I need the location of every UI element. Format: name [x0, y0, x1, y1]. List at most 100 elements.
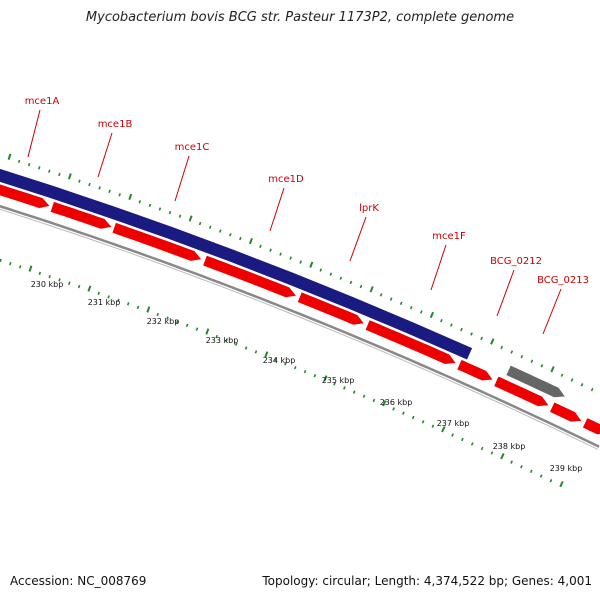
gene-label[interactable]: mce1D	[268, 174, 304, 185]
minor-tick	[379, 293, 383, 297]
minor-tick	[409, 305, 413, 310]
cds-arrow[interactable]	[49, 201, 113, 230]
gene-label[interactable]: lprK	[359, 203, 379, 214]
minor-tick	[185, 323, 189, 328]
major-tick	[87, 285, 92, 292]
gene-leader-line	[430, 244, 447, 291]
minor-tick	[362, 394, 366, 398]
minor-tick	[138, 200, 142, 204]
minor-tick	[510, 460, 513, 464]
minor-tick	[168, 210, 172, 215]
major-tick	[128, 193, 133, 201]
gene-label[interactable]: BCG_0213	[537, 275, 589, 286]
cds-arrow[interactable]	[456, 359, 494, 382]
minor-tick	[126, 302, 130, 306]
minor-tick	[259, 244, 262, 248]
minor-tick	[77, 284, 81, 289]
minor-tick	[166, 316, 169, 320]
major-tick	[188, 215, 193, 222]
minor-tick	[372, 398, 376, 403]
major-tick	[441, 426, 446, 433]
cds-arrow[interactable]	[297, 291, 365, 326]
tick-label: 232 kbp	[147, 317, 180, 326]
minor-tick	[440, 318, 443, 323]
minor-tick	[339, 276, 343, 280]
minor-tick	[520, 354, 524, 359]
major-tick	[369, 286, 374, 293]
tick-label: 230 kbp	[31, 280, 64, 289]
minor-tick	[195, 327, 199, 331]
minor-tick	[284, 361, 287, 366]
major-tick	[67, 173, 72, 180]
minor-tick	[38, 166, 41, 170]
minor-tick	[279, 252, 282, 256]
minor-tick	[198, 221, 202, 226]
major-tick	[323, 375, 328, 382]
minor-tick	[0, 258, 2, 263]
minor-tick	[48, 274, 51, 279]
gene-label[interactable]: mce1C	[175, 142, 210, 153]
minor-tick	[148, 203, 152, 208]
minor-tick	[470, 332, 473, 336]
cds-arrow[interactable]	[111, 222, 203, 262]
minor-tick	[58, 172, 61, 177]
minor-tick	[540, 364, 544, 368]
minor-tick	[529, 469, 533, 474]
minor-tick	[239, 236, 242, 241]
map-title: Mycobacterium bovis BCG str. Pasteur 117…	[85, 10, 515, 25]
tick-label: 234 kbp	[263, 356, 296, 365]
minor-tick	[229, 233, 232, 237]
gene-leader-line	[97, 132, 113, 178]
minor-tick	[402, 411, 405, 415]
minor-tick	[48, 169, 51, 173]
major-tick	[146, 306, 151, 313]
minor-tick	[215, 334, 218, 339]
minor-tick	[274, 358, 277, 362]
minor-tick	[299, 260, 302, 264]
tick-label: 235 kbp	[322, 376, 355, 385]
topology-text: Topology: circular; Length: 4,374,522 bp…	[262, 574, 592, 588]
minor-tick	[178, 214, 182, 218]
cds-arrow[interactable]	[493, 375, 550, 407]
gene-label[interactable]: mce1F	[432, 231, 466, 242]
minor-tick	[158, 207, 162, 211]
major-tick	[559, 480, 564, 488]
gene-block-gray[interactable]	[505, 364, 566, 398]
major-tick	[248, 237, 253, 245]
minor-tick	[451, 433, 454, 437]
minor-tick	[97, 291, 100, 296]
minor-tick	[392, 407, 395, 411]
minor-tick	[225, 338, 228, 343]
major-tick	[205, 328, 210, 335]
major-tick	[550, 366, 555, 373]
cds-arrow[interactable]	[364, 319, 457, 365]
minor-tick	[450, 323, 453, 327]
backbone-line	[0, 204, 600, 448]
minor-tick	[156, 312, 159, 317]
minor-tick	[244, 346, 248, 350]
minor-tick	[570, 378, 574, 382]
gene-label[interactable]: mce1B	[98, 119, 133, 130]
minor-tick	[411, 415, 415, 420]
cds-arrow[interactable]	[549, 401, 583, 423]
gene-leader-line	[349, 216, 367, 262]
gene-label[interactable]: BCG_0212	[490, 256, 542, 267]
minor-tick	[500, 345, 504, 350]
minor-tick	[117, 298, 120, 303]
gene-label[interactable]: mce1A	[25, 96, 60, 107]
minor-tick	[419, 310, 423, 314]
minor-tick	[329, 272, 333, 276]
minor-tick	[58, 278, 61, 282]
major-tick	[500, 452, 505, 460]
tick-label: 238 kbp	[493, 442, 526, 451]
forward-gene-block[interactable]	[0, 166, 473, 361]
cds-arrow[interactable]	[0, 181, 51, 209]
minor-tick	[107, 295, 110, 299]
minor-tick	[218, 229, 222, 233]
cds-arrow[interactable]	[202, 254, 298, 298]
minor-tick	[208, 225, 212, 229]
minor-tick	[421, 420, 425, 424]
cds-arrow[interactable]	[582, 417, 600, 436]
minor-tick	[530, 359, 534, 363]
